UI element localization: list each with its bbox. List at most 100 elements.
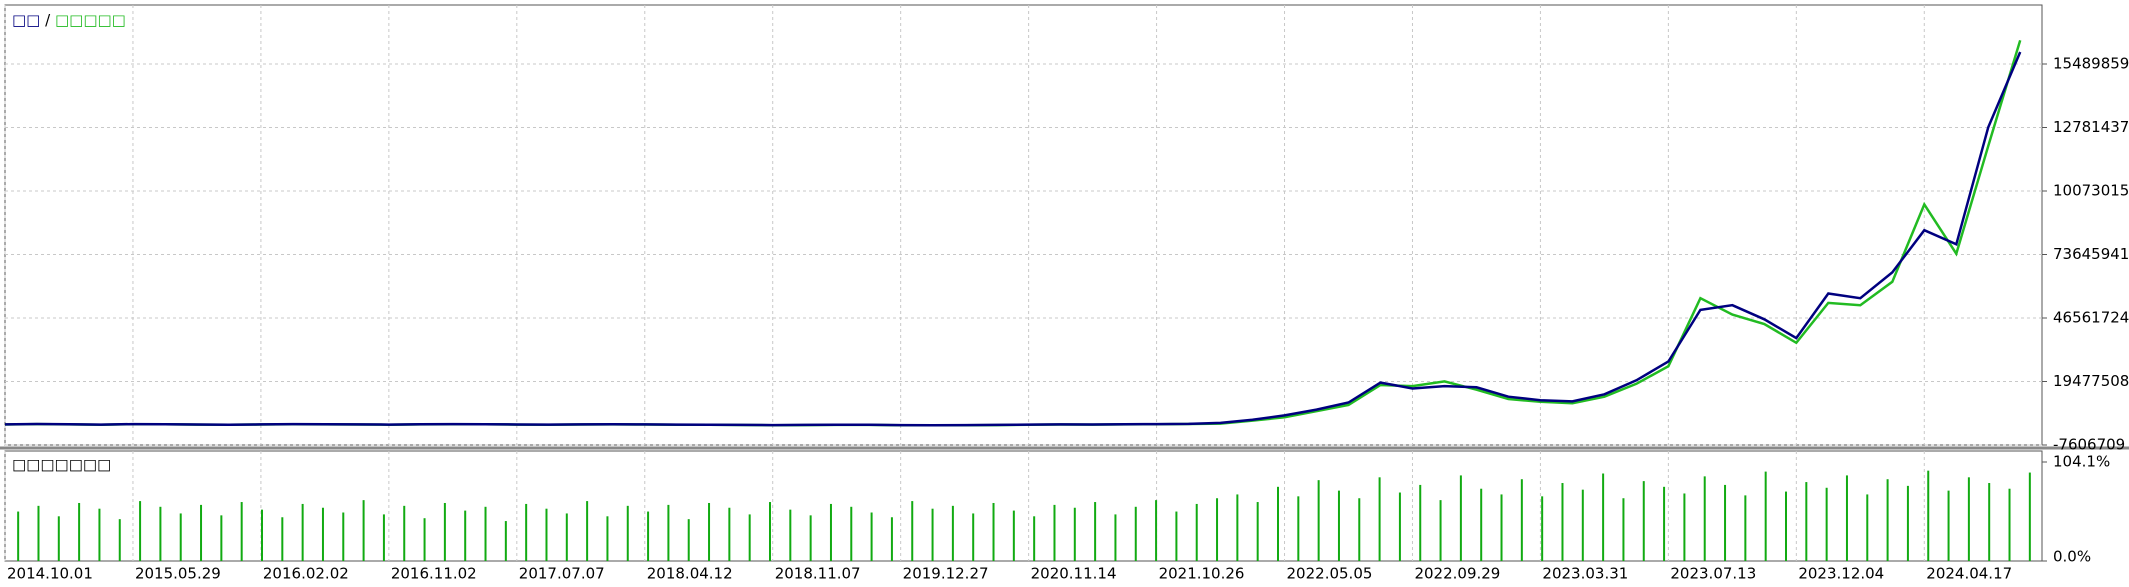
x-tick-label: 2022.05.05 (1287, 565, 1373, 583)
bar (1764, 471, 1767, 561)
bar (342, 512, 345, 561)
x-tick-label: 2019.12.27 (903, 565, 989, 583)
x-tick-label: 2016.02.02 (263, 565, 349, 583)
y-tick-label: 19477508 (2053, 372, 2129, 390)
bar (1927, 470, 1930, 561)
bar (992, 502, 995, 561)
bar (220, 515, 223, 561)
series-line (4, 39, 2022, 427)
bar (403, 505, 406, 561)
legend-separator: / (45, 11, 51, 29)
bar (890, 517, 893, 561)
bar (1317, 480, 1320, 561)
bar (1561, 483, 1564, 561)
bar (464, 510, 467, 561)
bar (647, 511, 650, 561)
x-tick-label: 2016.11.02 (391, 565, 477, 583)
bar (1094, 502, 1097, 561)
legend: □□ / □□□□□ (12, 11, 126, 29)
bar (159, 506, 162, 561)
x-tick-label: 2023.07.13 (1670, 565, 1756, 583)
bar (1012, 510, 1015, 561)
bar (829, 503, 832, 561)
bar (1398, 492, 1401, 561)
bar (1663, 486, 1666, 561)
bar (1744, 495, 1747, 561)
bar (1073, 507, 1076, 561)
bar (37, 505, 40, 561)
bar (565, 513, 568, 561)
bar (626, 505, 629, 561)
bar (1175, 511, 1178, 561)
bar (1459, 475, 1462, 561)
bar (1683, 493, 1686, 561)
bar (525, 503, 528, 561)
bar (1825, 487, 1828, 561)
bar (1581, 489, 1584, 561)
bar (362, 500, 365, 561)
bar (57, 516, 60, 561)
bar (2008, 488, 2011, 561)
bar (443, 502, 446, 561)
bar (240, 502, 243, 561)
bar (382, 514, 385, 561)
bar (972, 513, 975, 561)
bar (301, 503, 304, 561)
x-tick-label: 2024.04.17 (1926, 565, 2012, 583)
x-tick-label: 2018.11.07 (775, 565, 861, 583)
bar (809, 515, 812, 561)
bar (1134, 506, 1137, 561)
x-tick-label: 2023.12.04 (1798, 565, 1884, 583)
bar (850, 506, 853, 561)
y-tick-label: -7606709 (2053, 436, 2125, 454)
bar (1724, 484, 1727, 561)
bar (1845, 475, 1848, 561)
bar (1602, 473, 1605, 561)
bar (1906, 485, 1909, 561)
bar (17, 511, 20, 561)
bar (728, 507, 731, 561)
bar (687, 519, 690, 561)
bar (423, 518, 426, 561)
y-tick-label: 46561724 (2053, 308, 2129, 326)
x-tick-label: 2020.11.14 (1031, 565, 1117, 583)
x-tick-label: 2018.04.12 (647, 565, 733, 583)
bar (1114, 514, 1117, 561)
bar (1805, 482, 1808, 561)
bar (1947, 490, 1950, 561)
bar (281, 517, 284, 561)
bar (78, 502, 81, 561)
bar (1236, 494, 1239, 561)
bar (1480, 488, 1483, 561)
bar (1785, 491, 1787, 561)
bar (1277, 486, 1279, 561)
bar (1439, 500, 1442, 561)
bar (1297, 496, 1300, 561)
bar (1256, 502, 1259, 561)
bar (1358, 498, 1361, 561)
bar (98, 508, 101, 561)
bar (1216, 498, 1219, 561)
lower-frame (4, 450, 2043, 562)
bar (1988, 483, 1991, 561)
bar (870, 512, 873, 561)
bar (769, 502, 771, 561)
bar (951, 505, 954, 561)
bar (1703, 476, 1706, 561)
bar (1520, 479, 1523, 561)
y-tick-label: 0.0% (2053, 548, 2091, 566)
x-tick-label: 2021.10.26 (1159, 565, 1245, 583)
bar (1155, 500, 1158, 561)
bar (200, 504, 203, 561)
bar (911, 501, 914, 561)
x-tick-label: 2022.09.29 (1414, 565, 1500, 583)
bar (1053, 504, 1056, 561)
bar (606, 516, 609, 561)
bar (1642, 481, 1645, 561)
bar (708, 502, 711, 561)
y-tick-label: 154898592 (2053, 54, 2129, 72)
bar (179, 513, 182, 561)
bar (545, 508, 548, 561)
bar (1337, 490, 1340, 561)
